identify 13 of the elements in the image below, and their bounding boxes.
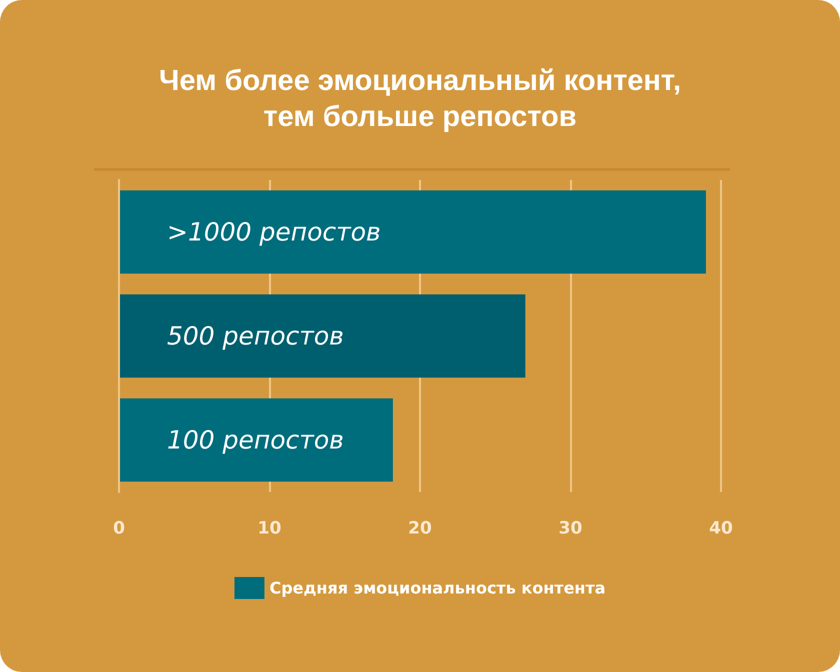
bar <box>119 294 526 378</box>
bar <box>119 190 706 274</box>
x-tick-label: 0 <box>113 518 126 538</box>
chart-title: Чем более эмоциональный контент, тем больше репостов <box>158 65 682 133</box>
bar <box>119 398 393 482</box>
y-tick-label: >1000 репостов <box>167 218 381 246</box>
x-tick-label: 30 <box>558 518 582 538</box>
y-tick-label: 500 репостов <box>167 322 344 350</box>
legend-label: Средняя эмоциональность контента <box>269 578 606 598</box>
y-tick-label: 100 репостов <box>167 426 344 454</box>
x-tick-label: 10 <box>258 518 282 538</box>
x-tick-label: 40 <box>709 518 733 538</box>
x-tick-label: 20 <box>408 518 432 538</box>
